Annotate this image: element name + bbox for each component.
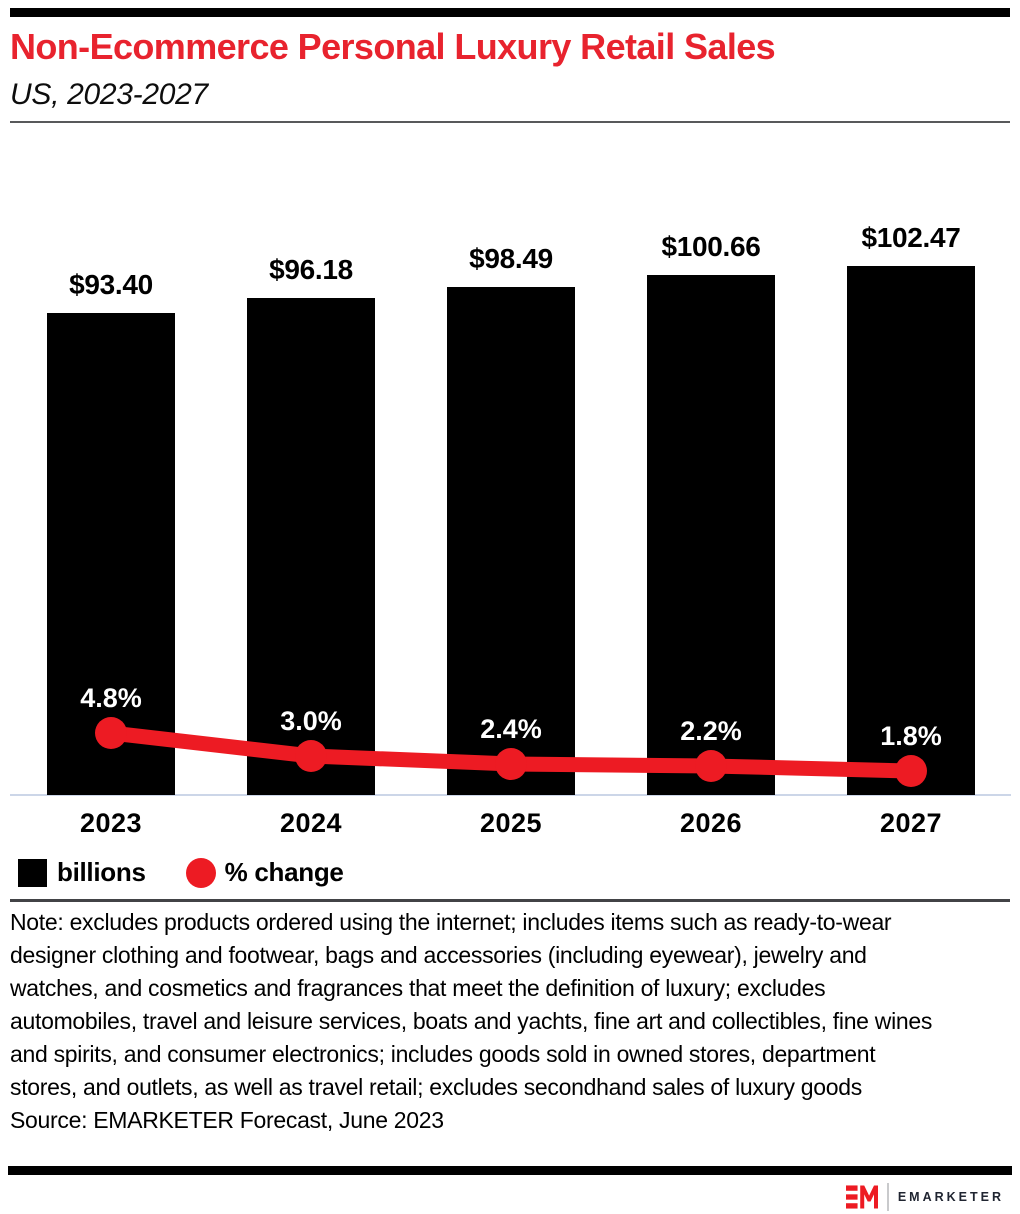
legend-bar-swatch-icon bbox=[18, 858, 47, 887]
top-accent-bar bbox=[10, 8, 1010, 17]
bar-value-label: $102.47 bbox=[861, 222, 961, 253]
source-text: Source: EMARKETER Forecast, June 2023 bbox=[10, 1107, 444, 1133]
note-text: Note: excludes products ordered using th… bbox=[10, 909, 933, 1100]
brand-name: EMARKETER bbox=[897, 1190, 1004, 1204]
bar-2026 bbox=[647, 275, 775, 795]
legend-line-swatch-icon bbox=[185, 857, 216, 888]
header-divider bbox=[10, 121, 1010, 123]
footnote-block: Note: excludes products ordered using th… bbox=[10, 906, 940, 1137]
legend-label-billions: billions bbox=[57, 857, 146, 887]
bar-2025 bbox=[447, 287, 575, 795]
pct-change-label: 2.2% bbox=[680, 716, 742, 746]
bar-value-label: $98.49 bbox=[469, 243, 553, 274]
x-axis-label-2027: 2027 bbox=[879, 808, 943, 838]
pct-change-label: 4.8% bbox=[80, 683, 142, 713]
x-axis-label-2025: 2025 bbox=[479, 808, 543, 838]
page-title: Non-Ecommerce Personal Luxury Retail Sal… bbox=[10, 26, 776, 67]
x-axis-label-2023: 2023 bbox=[79, 808, 143, 838]
pct-change-label: 2.4% bbox=[480, 714, 542, 744]
chart-legend: billions % change bbox=[18, 857, 344, 888]
bar-value-label: $96.18 bbox=[269, 254, 353, 285]
x-axis-label-2024: 2024 bbox=[279, 808, 343, 838]
pct-change-label: 3.0% bbox=[280, 706, 342, 736]
bar-2024 bbox=[247, 298, 375, 795]
page-subtitle: US, 2023-2027 bbox=[10, 78, 208, 111]
emarketer-logo: EMARKETER bbox=[845, 1182, 1004, 1212]
bar-value-label: $93.40 bbox=[69, 269, 153, 300]
em-monogram-icon bbox=[845, 1185, 878, 1209]
pct-change-label: 1.8% bbox=[880, 721, 942, 751]
bar-2023 bbox=[47, 313, 175, 795]
x-axis-baseline bbox=[10, 794, 1011, 796]
logo-divider bbox=[886, 1183, 889, 1211]
legend-divider bbox=[10, 899, 1010, 902]
legend-label-pct-change: % change bbox=[224, 857, 344, 887]
bar-2027 bbox=[847, 266, 975, 795]
bottom-accent-bar bbox=[8, 1166, 1012, 1175]
x-axis-label-2026: 2026 bbox=[679, 808, 743, 838]
bar-value-label: $100.66 bbox=[661, 231, 761, 262]
